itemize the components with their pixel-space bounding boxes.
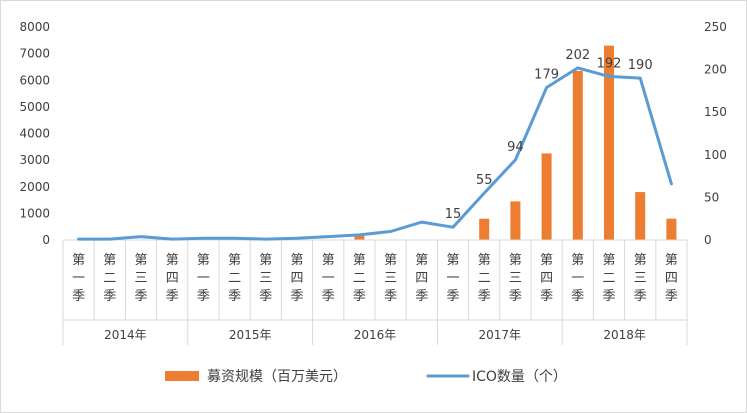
line-series [77, 66, 673, 241]
year-label: 2015年 [229, 328, 272, 342]
quarter-label: 第四季 [290, 253, 303, 304]
bar [604, 45, 614, 241]
bar [479, 218, 490, 240]
quarter-label: 第四季 [166, 253, 179, 304]
year-label: 2017年 [479, 328, 522, 342]
legend-swatch-bar [165, 371, 199, 381]
year-label: 2016年 [354, 328, 397, 342]
right-axis-tick-label: 250 [704, 20, 727, 34]
legend-label-bar: 募资规模（百万美元） [207, 369, 347, 385]
quarter-label: 第四季 [415, 253, 428, 304]
quarter-label: 第三季 [259, 253, 272, 304]
left-axis-tick-label: 2000 [19, 180, 50, 194]
bar [635, 192, 646, 240]
quarter-label: 第三季 [509, 253, 522, 304]
left-axis-tick-label: 8000 [19, 20, 50, 34]
quarter-label: 第二季 [602, 253, 615, 304]
quarter-label: 第三季 [384, 253, 397, 304]
left-axis-tick-label: 1000 [19, 206, 50, 220]
quarter-label: 第二季 [103, 253, 116, 304]
quarter-label: 第一季 [197, 253, 210, 304]
right-axis-tick-label: 100 [704, 148, 727, 162]
quarter-label: 第三季 [634, 253, 647, 304]
right-axis-tick-label: 150 [704, 105, 727, 119]
quarter-label: 第一季 [72, 253, 85, 304]
quarter-label: 第二季 [228, 253, 241, 304]
left-axis-tick-label: 6000 [19, 73, 50, 87]
left-axis-tick-label: 3000 [19, 153, 50, 167]
left-axis-tick-label: 4000 [19, 127, 50, 141]
data-label: 179 [534, 67, 559, 82]
right-axis-tick-label: 200 [704, 63, 727, 77]
year-label: 2014年 [104, 328, 147, 342]
data-label: 192 [597, 56, 622, 71]
data-label: 94 [507, 140, 524, 155]
bar [354, 236, 365, 240]
bar [572, 70, 583, 241]
quarter-label: 第二季 [478, 253, 491, 304]
quarter-label: 第二季 [353, 253, 366, 304]
quarter-label: 第四季 [540, 253, 553, 304]
quarter-label: 第三季 [134, 253, 147, 304]
quarter-label: 第一季 [446, 253, 459, 304]
quarter-label: 第一季 [322, 253, 335, 304]
left-axis-tick-label: 7000 [19, 47, 50, 61]
data-label: 202 [565, 48, 590, 63]
bar [541, 153, 552, 240]
year-label: 2018年 [603, 328, 646, 342]
right-axis-tick-label: 50 [704, 190, 719, 204]
left-axis-tick-label: 5000 [19, 100, 50, 114]
bar [510, 201, 521, 240]
left-axis-tick-label: 0 [42, 233, 50, 247]
right-axis-tick-label: 0 [704, 233, 712, 247]
bar [666, 218, 677, 240]
data-label: 190 [628, 58, 653, 73]
quarter-label: 第四季 [665, 253, 678, 304]
legend-label-line: ICO数量（个） [472, 369, 567, 385]
quarter-label: 第一季 [571, 253, 584, 304]
data-label: 55 [476, 173, 493, 188]
data-label: 15 [445, 207, 462, 222]
